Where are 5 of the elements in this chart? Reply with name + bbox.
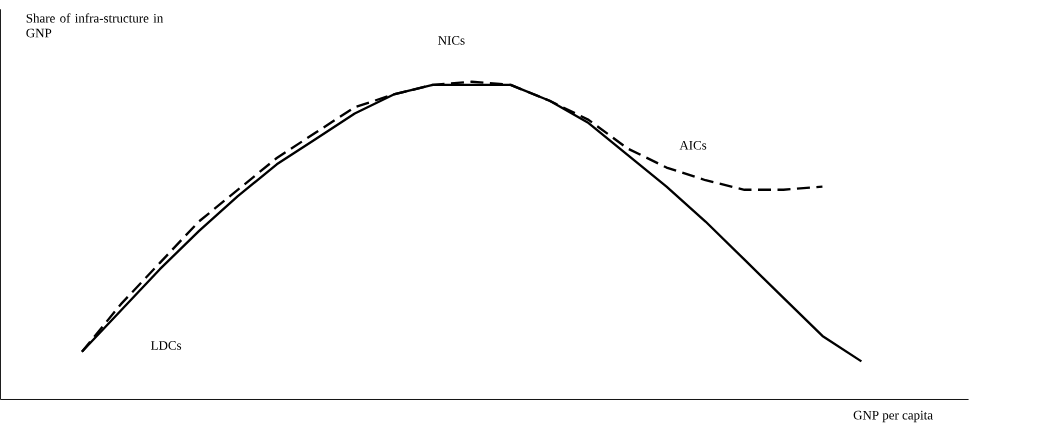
x-axis-title: GNP per capita xyxy=(853,410,933,423)
annotation: LDCs xyxy=(151,341,182,350)
y-axis-title: Share of infra-structure in GNP xyxy=(26,13,164,38)
annotation: AICs xyxy=(679,140,707,150)
text: NICs xyxy=(438,36,465,45)
